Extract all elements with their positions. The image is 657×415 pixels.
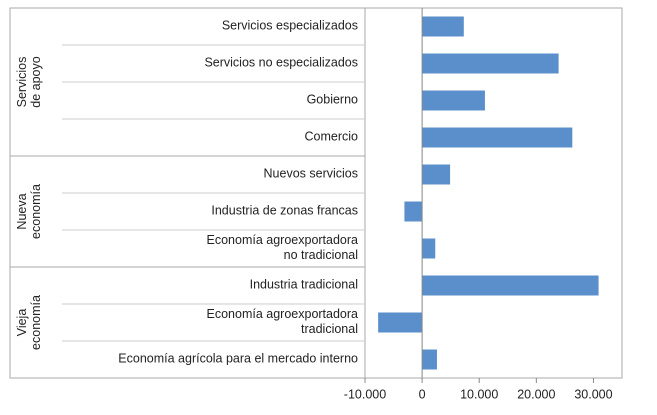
category-label: Economía agroexportadora tradicional — [207, 307, 359, 336]
category-label: Comercio — [305, 130, 359, 144]
bar — [378, 312, 423, 333]
group-label: Nuevaeconomía — [15, 184, 43, 239]
category-label: Industria tradicional — [250, 278, 358, 292]
category-label: Economía agrícola para el mercado intern… — [118, 352, 358, 366]
bar — [422, 16, 464, 37]
frame — [9, 7, 623, 379]
bar — [422, 238, 436, 259]
bar — [422, 90, 485, 111]
category-label: Servicios no especializados — [204, 56, 358, 70]
bar — [422, 275, 599, 296]
category-label: Servicios especializados — [222, 19, 358, 33]
category-label: Nuevos servicios — [264, 167, 358, 181]
bar — [422, 53, 559, 74]
x-tick-label: 20.000 — [517, 387, 555, 401]
bar — [404, 201, 423, 222]
bar — [422, 164, 451, 185]
x-tick-label: 10.000 — [460, 387, 498, 401]
x-tick-label: -10.000 — [344, 387, 386, 401]
bar — [422, 127, 573, 148]
bar — [422, 349, 437, 370]
category-label: Economía agroexportadora no tradicional — [207, 233, 359, 262]
category-label: Industria de zonas francas — [211, 204, 358, 218]
x-tick-label: 30.000 — [574, 387, 612, 401]
group-label: Viejaeconomía — [15, 295, 43, 350]
group-label: Serviciosde apoyo — [15, 56, 43, 107]
x-tick-label: 0 — [419, 387, 426, 401]
category-label: Gobierno — [307, 93, 358, 107]
